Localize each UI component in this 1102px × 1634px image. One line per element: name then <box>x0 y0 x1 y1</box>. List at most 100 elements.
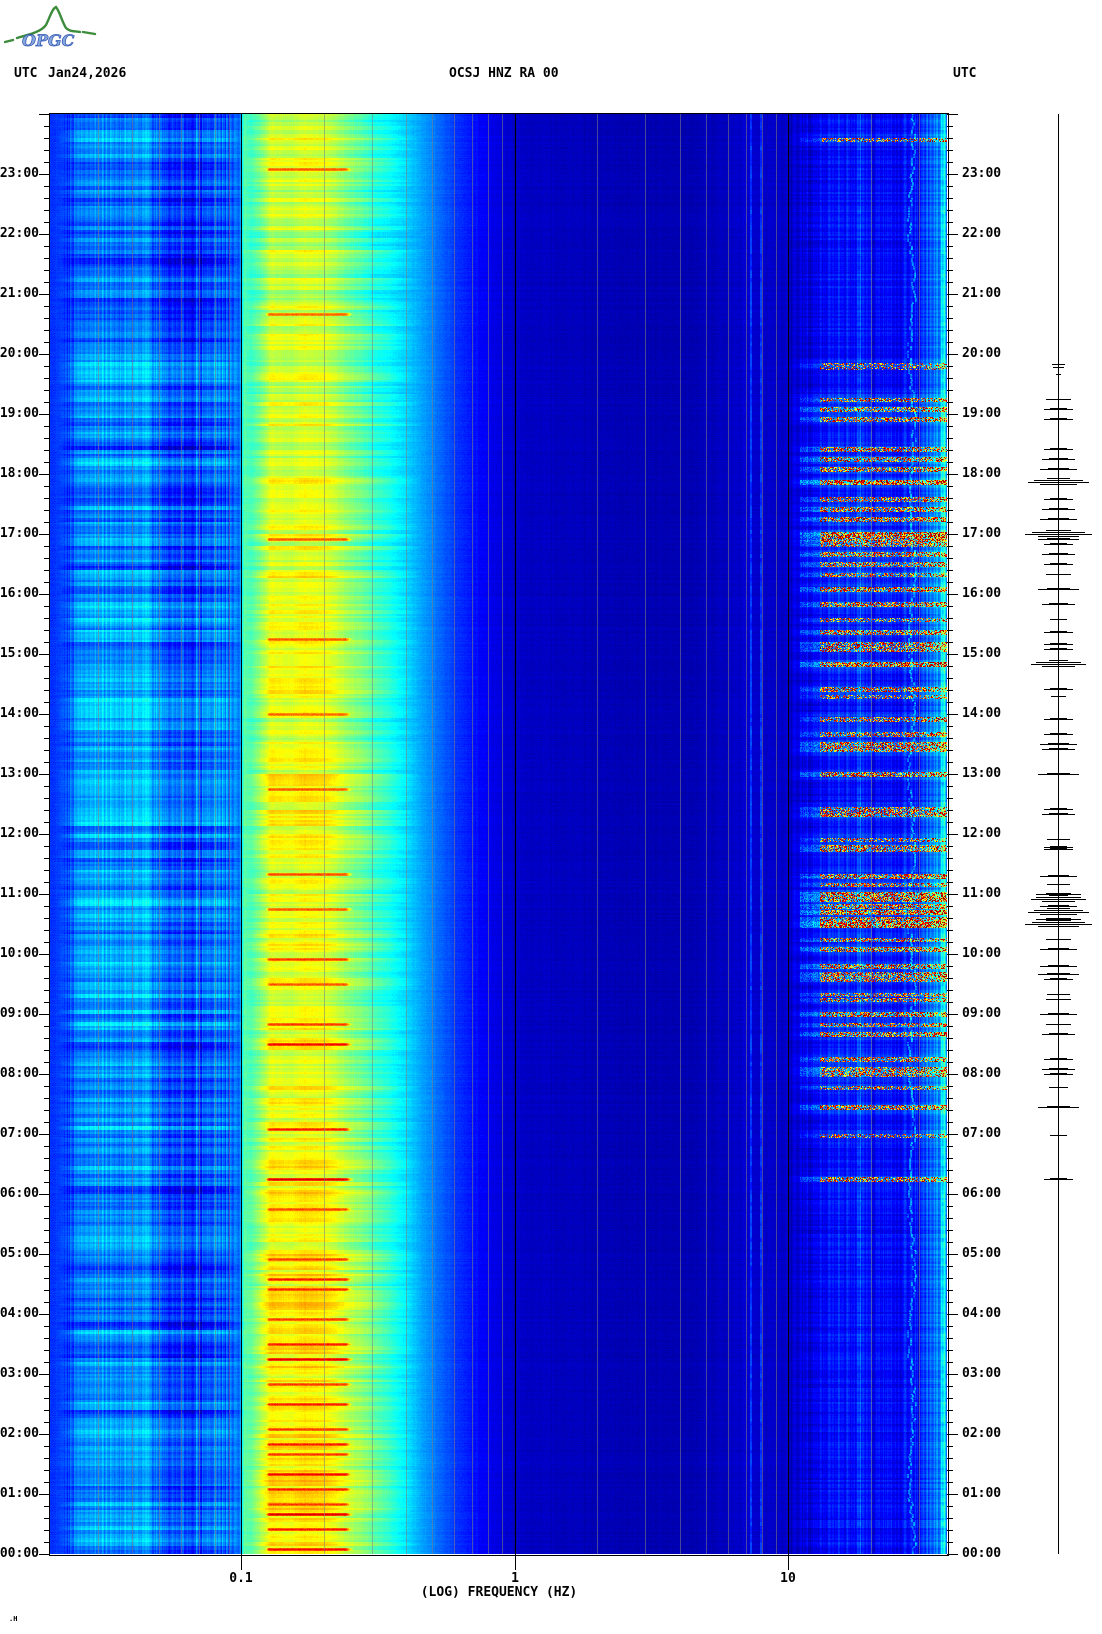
hour-tick-right <box>947 1074 958 1075</box>
minor-tick-right <box>947 1002 953 1003</box>
freq-tick <box>241 1554 242 1570</box>
minor-tick-right <box>947 318 953 319</box>
minor-tick-left <box>44 186 50 187</box>
minor-tick-left <box>44 1398 50 1399</box>
minor-tick-right <box>947 1050 953 1051</box>
minor-tick-right <box>947 162 953 163</box>
minor-tick-right <box>947 150 953 151</box>
minor-tick-right <box>947 198 953 199</box>
time-label-left-11:00: 11:00 <box>0 886 39 901</box>
time-label-right-13:00: 13:00 <box>962 766 1002 781</box>
minor-tick-left <box>44 222 50 223</box>
minor-tick-right <box>947 186 953 187</box>
minor-tick-left <box>44 618 50 619</box>
minor-tick-right <box>947 306 953 307</box>
hour-tick-left <box>39 234 50 235</box>
minor-tick-right <box>947 1530 953 1531</box>
hour-tick-right <box>947 294 958 295</box>
time-label-left-08:00: 08:00 <box>0 1066 39 1081</box>
hour-tick-right <box>947 414 958 415</box>
minor-tick-left <box>44 1530 50 1531</box>
minor-tick-left <box>44 1482 50 1483</box>
hour-tick-right <box>947 354 958 355</box>
minor-tick-right <box>947 798 953 799</box>
minor-tick-left <box>44 1086 50 1087</box>
minor-tick-left <box>44 1230 50 1231</box>
minor-tick-left <box>44 1362 50 1363</box>
minor-tick-left <box>44 1422 50 1423</box>
minor-tick-right <box>947 378 953 379</box>
minor-tick-left <box>44 330 50 331</box>
minor-tick-left <box>44 1290 50 1291</box>
hour-tick-left <box>39 414 50 415</box>
hour-tick-left <box>39 1374 50 1375</box>
minor-tick-right <box>947 606 953 607</box>
minor-tick-right <box>947 738 953 739</box>
hour-tick-right <box>947 474 958 475</box>
hour-tick-left <box>39 1494 50 1495</box>
minor-tick-left <box>44 738 50 739</box>
time-label-right-18:00: 18:00 <box>962 466 1002 481</box>
minor-tick-left <box>44 762 50 763</box>
time-label-left-04:00: 04:00 <box>0 1306 39 1321</box>
time-label-left-01:00: 01:00 <box>0 1486 39 1501</box>
minor-tick-left <box>44 258 50 259</box>
minor-tick-right <box>947 1146 953 1147</box>
minor-tick-left <box>44 930 50 931</box>
minor-tick-left <box>44 558 50 559</box>
minor-tick-left <box>44 858 50 859</box>
minor-tick-left <box>44 750 50 751</box>
minor-tick-right <box>947 810 953 811</box>
time-label-left-07:00: 07:00 <box>0 1126 39 1141</box>
time-label-right-05:00: 05:00 <box>962 1246 1002 1261</box>
minor-tick-right <box>947 642 953 643</box>
time-label-right-10:00: 10:00 <box>962 946 1002 961</box>
minor-tick-right <box>947 138 953 139</box>
minor-tick-left <box>44 1038 50 1039</box>
freq-tick-label-1: 1 <box>511 1571 519 1586</box>
time-label-left-12:00: 12:00 <box>0 826 39 841</box>
time-label-left-22:00: 22:00 <box>0 226 39 241</box>
freq-tick <box>515 1554 516 1570</box>
hour-tick-right <box>947 234 958 235</box>
minor-tick-right <box>947 390 953 391</box>
minor-tick-left <box>44 1218 50 1219</box>
minor-tick-left <box>44 810 50 811</box>
minor-tick-right <box>947 1038 953 1039</box>
hour-tick-left <box>39 114 50 115</box>
minor-tick-left <box>44 306 50 307</box>
minor-tick-right <box>947 1266 953 1267</box>
minor-tick-left <box>44 318 50 319</box>
minor-tick-left <box>44 1458 50 1459</box>
minor-tick-right <box>947 822 953 823</box>
hour-tick-left <box>39 594 50 595</box>
minor-tick-right <box>947 330 953 331</box>
minor-tick-right <box>947 402 953 403</box>
minor-tick-right <box>947 978 953 979</box>
hour-tick-right <box>947 894 958 895</box>
minor-tick-left <box>44 1278 50 1279</box>
time-label-left-16:00: 16:00 <box>0 586 39 601</box>
minor-tick-left <box>44 630 50 631</box>
minor-tick-right <box>947 462 953 463</box>
minor-tick-right <box>947 282 953 283</box>
minor-tick-left <box>44 366 50 367</box>
minor-tick-right <box>947 1026 953 1027</box>
minor-tick-left <box>44 1206 50 1207</box>
hour-tick-left <box>39 294 50 295</box>
minor-tick-right <box>947 1518 953 1519</box>
minor-tick-left <box>44 438 50 439</box>
minor-tick-right <box>947 666 953 667</box>
hour-tick-right <box>947 1374 958 1375</box>
minor-tick-left <box>44 1182 50 1183</box>
minor-tick-left <box>44 1350 50 1351</box>
minor-tick-right <box>947 1206 953 1207</box>
station-title: OCSJ HNZ RA 00 <box>449 66 559 81</box>
minor-tick-right <box>947 906 953 907</box>
time-label-right-23:00: 23:00 <box>962 166 1002 181</box>
hour-tick-left <box>39 714 50 715</box>
minor-tick-right <box>947 366 953 367</box>
minor-tick-right <box>947 846 953 847</box>
hour-tick-right <box>947 1434 958 1435</box>
